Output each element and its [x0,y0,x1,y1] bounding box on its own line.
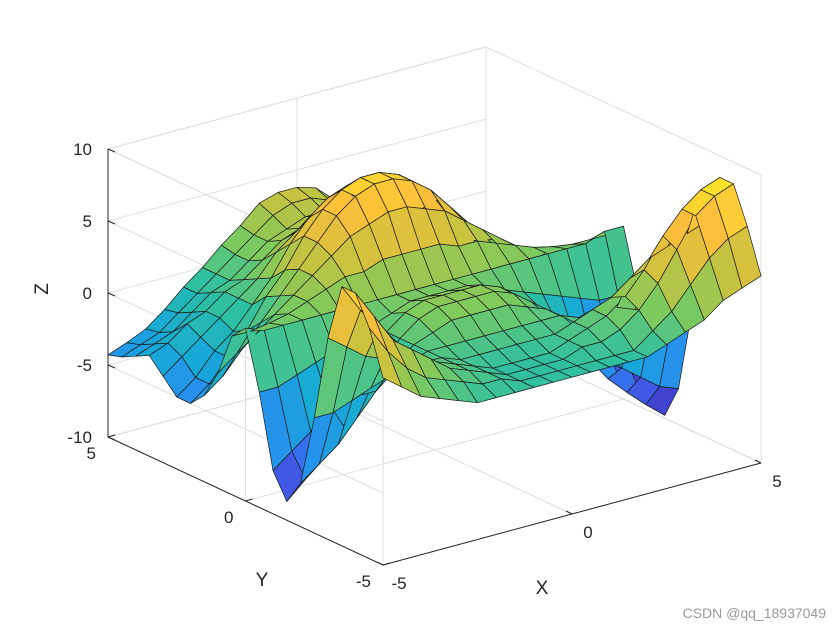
x-tick-mark [565,510,573,515]
x-axis-label: X [536,578,549,599]
x-tick-label: 0 [583,523,592,542]
y-tick-mark [107,434,116,438]
watermark-text: CSDN @qq_18937049 [682,605,826,621]
x-tick-label: -5 [391,574,406,593]
y-tick-mark [382,562,391,566]
y-tick-mark [245,498,253,502]
axis-labels: X Y Z [32,283,549,599]
y-tick-label: 0 [224,508,233,527]
y-grid-line [245,398,624,502]
z-tick-mark [107,220,116,225]
z-tick-label: -10 [67,428,92,447]
y-tick-label: 5 [87,444,96,463]
x-tick-mark [376,561,384,566]
z-tick-label: -5 [77,356,92,375]
surface-facet [727,225,762,289]
surface-mesh [107,172,762,502]
z-tick-mark [107,148,116,153]
z-tick-label: 10 [73,140,92,159]
z-tick-mark [107,364,116,369]
z-tick-label: 0 [83,284,92,303]
y-tick-label: -5 [356,572,371,591]
z-axis-label: Z [32,283,53,295]
x-tick-label: 5 [772,472,781,491]
z-tick-mark [107,292,116,297]
z-tick-mark [107,436,116,441]
y-axis-label: Y [256,570,269,591]
grid-line [485,46,762,176]
z-tick-label: 5 [83,212,92,231]
x-tick-mark [754,459,762,464]
